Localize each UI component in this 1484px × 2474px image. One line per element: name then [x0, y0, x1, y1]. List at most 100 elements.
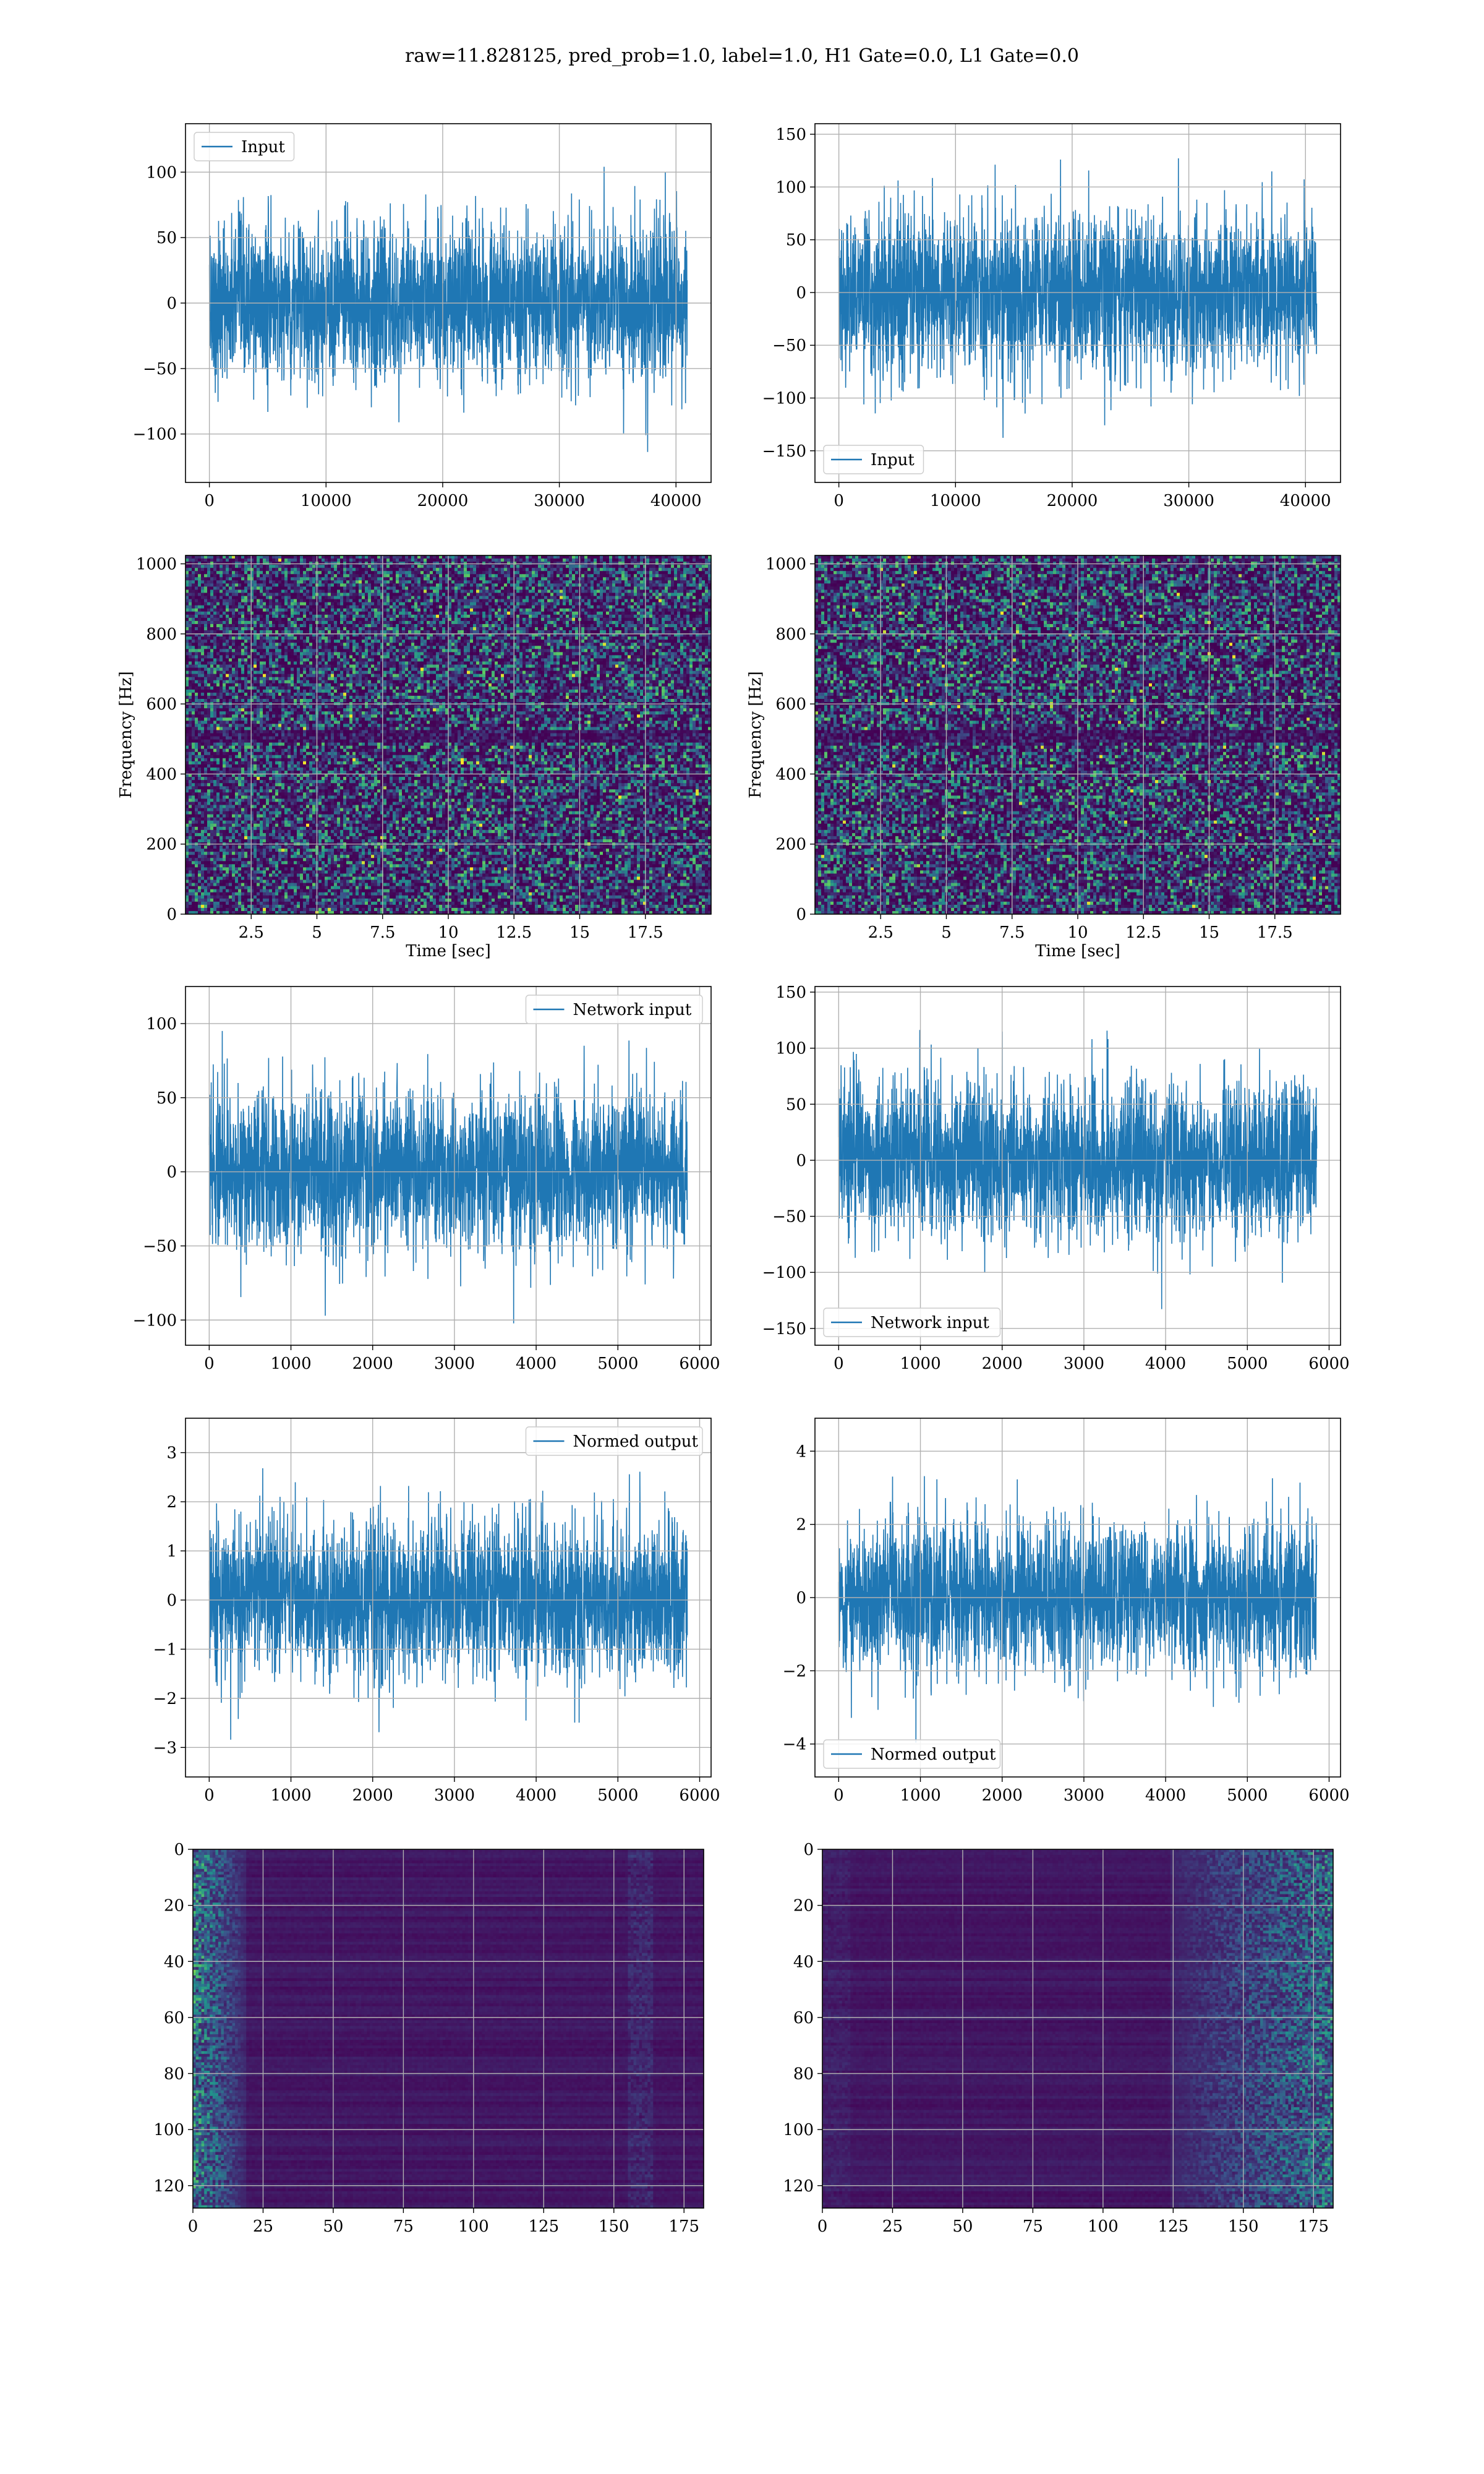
- y-tick-label-ax2: −50: [772, 336, 806, 355]
- y-tick-label-ax10: 100: [783, 2121, 814, 2139]
- figure-suptitle: raw=11.828125, pred_prob=1.0, label=1.0,…: [405, 45, 1079, 67]
- x-tick-label-ax9: 25: [253, 2217, 273, 2236]
- y-tick-label-ax7: 0: [166, 1591, 177, 1610]
- y-tick-label-ax5: −100: [133, 1311, 177, 1330]
- y-tick-label-ax7: 3: [166, 1444, 177, 1463]
- y-tick-label-ax1: −50: [143, 360, 177, 379]
- y-tick-label-ax3: 1000: [136, 555, 177, 574]
- y-tick-label-ax9: 40: [164, 1953, 184, 1971]
- x-tick-label-ax9: 150: [599, 2217, 629, 2236]
- y-tick-label-ax4: 800: [775, 625, 806, 644]
- y-tick-label-ax8: 0: [796, 1589, 806, 1607]
- x-tick-label-ax9: 50: [323, 2217, 343, 2236]
- y-tick-label-ax2: −100: [762, 390, 806, 408]
- y-tick-label-ax3: 400: [146, 765, 177, 784]
- x-tick-label-ax5: 0: [204, 1355, 215, 1373]
- y-tick-label-ax10: 20: [793, 1897, 814, 1915]
- x-tick-label-ax1: 0: [204, 492, 215, 510]
- y-tick-label-ax9: 120: [153, 2177, 184, 2196]
- y-tick-label-ax7: 1: [166, 1543, 177, 1561]
- x-tick-label-ax5: 6000: [679, 1355, 720, 1373]
- x-tick-label-ax8: 6000: [1308, 1786, 1349, 1805]
- y-tick-label-ax7: 2: [166, 1493, 177, 1512]
- heatmap-image-ax10: [822, 1849, 1334, 2209]
- legend-label-ax5: Network input: [573, 1001, 692, 1019]
- y-tick-label-ax8: 2: [796, 1516, 806, 1534]
- x-tick-label-ax3: 7.5: [370, 923, 395, 942]
- y-tick-label-ax5: 100: [146, 1015, 177, 1034]
- x-tick-label-ax6: 1000: [900, 1355, 940, 1373]
- y-tick-label-ax8: −4: [783, 1736, 806, 1754]
- x-tick-label-ax6: 2000: [982, 1355, 1023, 1373]
- y-tick-label-ax10: 120: [783, 2177, 814, 2196]
- x-tick-label-ax9: 75: [393, 2217, 414, 2236]
- x-tick-label-ax6: 4000: [1145, 1355, 1186, 1373]
- x-tick-label-ax6: 0: [834, 1355, 844, 1373]
- legend-label-ax6: Network input: [871, 1314, 989, 1332]
- y-tick-label-ax2: −150: [762, 442, 806, 461]
- x-tick-label-ax3: 12.5: [496, 923, 532, 942]
- y-tick-label-ax4: 400: [775, 765, 806, 784]
- x-tick-label-ax8: 4000: [1145, 1786, 1186, 1805]
- x-tick-label-ax10: 25: [882, 2217, 903, 2236]
- legend-ax6: Network input: [824, 1308, 1000, 1337]
- y-tick-label-ax4: 200: [775, 836, 806, 854]
- y-tick-label-ax6: 0: [796, 1152, 806, 1170]
- legend-ax1: Input: [194, 132, 294, 161]
- x-tick-label-ax3: 10: [438, 923, 458, 942]
- legend-label-ax2: Input: [871, 451, 915, 469]
- legend-label-ax8: Normed output: [871, 1745, 996, 1764]
- y-tick-label-ax10: 40: [793, 1953, 814, 1971]
- x-tick-label-ax3: 5: [312, 923, 322, 942]
- y-tick-label-ax10: 80: [793, 2065, 814, 2084]
- x-axis-label-ax3: Time [sec]: [406, 942, 491, 961]
- x-tick-label-ax5: 4000: [516, 1355, 556, 1373]
- x-tick-label-ax4: 2.5: [868, 923, 893, 942]
- y-tick-label-ax2: 100: [775, 178, 806, 197]
- x-tick-label-ax6: 5000: [1227, 1355, 1268, 1373]
- x-tick-label-ax8: 5000: [1227, 1786, 1268, 1805]
- y-tick-label-ax7: −2: [153, 1690, 177, 1708]
- x-tick-label-ax8: 1000: [900, 1786, 940, 1805]
- x-tick-label-ax8: 3000: [1064, 1786, 1104, 1805]
- x-tick-label-ax4: 5: [941, 923, 952, 942]
- x-tick-label-ax7: 3000: [434, 1786, 475, 1805]
- x-tick-label-ax10: 0: [817, 2217, 828, 2236]
- x-tick-label-ax2: 20000: [1047, 492, 1098, 510]
- y-tick-label-ax6: −150: [762, 1320, 806, 1338]
- x-tick-label-ax9: 175: [668, 2217, 699, 2236]
- x-tick-label-ax1: 20000: [417, 492, 469, 510]
- x-tick-label-ax7: 1000: [270, 1786, 311, 1805]
- y-tick-label-ax1: −100: [133, 426, 177, 444]
- y-axis-label-ax4: Frequency [Hz]: [746, 671, 765, 798]
- legend-ax8: Normed output: [824, 1740, 1000, 1768]
- y-tick-label-ax3: 600: [146, 695, 177, 714]
- x-tick-label-ax1: 10000: [301, 492, 352, 510]
- y-tick-label-ax2: 0: [796, 284, 806, 302]
- x-tick-label-ax3: 15: [569, 923, 590, 942]
- y-tick-label-ax1: 100: [146, 163, 177, 182]
- x-tick-label-ax6: 3000: [1064, 1355, 1104, 1373]
- y-tick-label-ax9: 80: [164, 2065, 184, 2084]
- x-tick-label-ax2: 10000: [930, 492, 981, 510]
- x-tick-label-ax5: 2000: [352, 1355, 393, 1373]
- x-tick-label-ax6: 6000: [1308, 1355, 1349, 1373]
- x-tick-label-ax3: 2.5: [239, 923, 264, 942]
- x-tick-label-ax2: 30000: [1163, 492, 1214, 510]
- x-tick-label-ax10: 100: [1088, 2217, 1119, 2236]
- x-tick-label-ax5: 5000: [597, 1355, 638, 1373]
- legend-ax2: Input: [824, 445, 924, 474]
- x-axis-label-ax4: Time [sec]: [1035, 942, 1120, 961]
- x-tick-label-ax3: 17.5: [628, 923, 663, 942]
- y-tick-label-ax6: −50: [772, 1208, 806, 1226]
- y-tick-label-ax6: 50: [786, 1095, 806, 1114]
- x-tick-label-ax10: 125: [1158, 2217, 1188, 2236]
- x-tick-label-ax8: 2000: [982, 1786, 1023, 1805]
- legend-label-ax7: Normed output: [573, 1432, 699, 1451]
- x-tick-label-ax10: 150: [1228, 2217, 1259, 2236]
- subplot-ax4: 2.5 5 7.5 10 12.5 15 17.502004006008001000Time…: [746, 555, 1341, 961]
- x-tick-label-ax5: 1000: [270, 1355, 311, 1373]
